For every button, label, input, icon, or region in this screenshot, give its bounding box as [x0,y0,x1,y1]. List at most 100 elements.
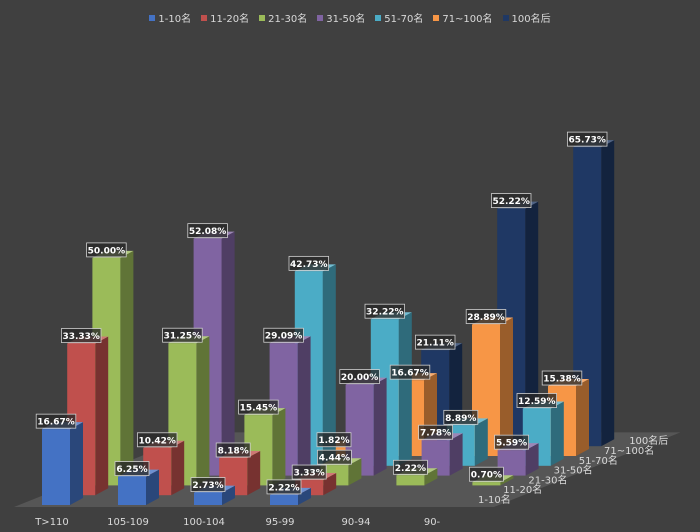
data-label-box [468,466,504,482]
data-label-text: 4.44% [319,454,350,464]
bar-side [525,201,539,447]
data-label: 42.73% [288,255,329,271]
data-label-box [35,413,77,429]
bar-side [221,231,235,476]
bar-side [525,443,539,476]
bar-side [424,468,438,486]
bar-front [472,482,501,486]
data-label-text: 10.42% [138,436,176,446]
bar-side [398,312,412,466]
legend-swatch [317,15,324,21]
data-label-text: 8.89% [445,414,476,424]
data-label-text: 28.89% [467,313,505,323]
data-label-box [418,424,454,440]
bar-side [95,336,109,496]
data-label: 10.42% [136,432,178,448]
legend-swatch [375,15,382,21]
data-label-box [465,309,507,324]
data-label: 15.45% [238,399,279,415]
data-label-text: 6.25% [116,465,147,475]
data-label-box [114,461,150,476]
bar-side [348,458,362,486]
bar-side [601,140,615,447]
bar-front [42,429,70,505]
bar-side [576,379,589,456]
x-tick-label: 100-104 [183,517,225,528]
data-label-text: 7.78% [420,429,451,439]
data-label-box [389,364,431,380]
data-label-box [364,303,405,319]
data-label: 2.22% [266,479,302,495]
bar-side [196,336,210,486]
legend-item-3: 31-50名 [317,10,365,25]
x-tick-label: 105-109 [107,517,149,528]
data-label-box [190,477,226,492]
bar-side [272,408,286,486]
data-label-box [215,442,251,458]
legend-swatch [502,15,509,21]
data-label-box [392,459,428,475]
data-label-text: 0.70% [471,471,502,481]
data-label-box [567,131,608,147]
data-label: 52.08% [187,223,228,239]
data-label-box [263,327,304,343]
data-label: 16.67% [35,413,77,429]
depth-tick-label: 1-10名 [478,493,511,506]
bar [42,422,83,505]
legend-item-4: 51-70名 [375,10,423,25]
data-label: 32.22% [364,303,405,319]
data-label: 2.73% [190,477,226,492]
data-label-box [288,255,329,271]
data-label: 29.09% [263,327,304,343]
data-label: 65.73% [567,131,608,147]
data-label: 21.11% [414,334,456,350]
bar-side [298,487,311,505]
data-label: 0.70% [468,466,504,482]
legend-label: 1-10名 [158,14,192,25]
data-label-text: 5.59% [496,439,527,449]
data-label: 1.82% [316,432,352,448]
data-label-box [316,432,352,448]
x-tick-label: 95-99 [265,517,294,528]
data-label-text: 16.67% [391,369,429,379]
data-label: 3.33% [291,464,327,480]
data-label: 33.33% [61,328,102,343]
data-label: 31.25% [162,327,203,343]
legend-label: 11-20名 [210,14,250,25]
depth-tick-label: 100名后 [629,434,668,447]
data-label-text: 2.73% [192,481,223,491]
data-label: 52.22% [490,193,532,208]
bar-side [550,401,564,466]
legend-swatch [259,15,266,21]
bar-front [396,475,425,486]
legend-label: 100名后 [511,14,551,25]
bar-side [373,377,387,476]
depth-tick-label: 51-70名 [579,454,618,467]
data-label-box [136,432,178,448]
data-label: 8.18% [215,442,251,458]
legend-item-2: 21-30名 [259,10,307,25]
data-label-box [61,328,102,343]
data-label-box [541,370,583,386]
data-label-box [339,369,380,385]
depth-tick-label: 31-50名 [554,464,593,477]
bar-side [222,485,235,505]
data-label: 8.89% [443,409,479,425]
data-label-text: 15.38% [543,375,581,385]
data-label-box [238,399,279,415]
data-label-text: 33.33% [62,332,100,342]
data-label-text: 8.18% [218,446,249,456]
bar-side [70,422,83,505]
bar-side [171,440,185,496]
bar-side [474,418,488,466]
data-label-text: 16.67% [37,418,75,428]
data-label-text: 20.00% [341,373,379,383]
data-label: 15.38% [541,370,583,386]
legend-item-1: 11-20名 [201,10,249,25]
data-label: 5.59% [494,434,530,450]
bar-side [500,317,513,456]
data-label-text: 50.00% [88,246,126,256]
data-label: 4.44% [316,449,352,465]
legend: 1-10名 11-20名 21-30名 31-50名 51-70名 71~100名 100名… [0,7,700,26]
